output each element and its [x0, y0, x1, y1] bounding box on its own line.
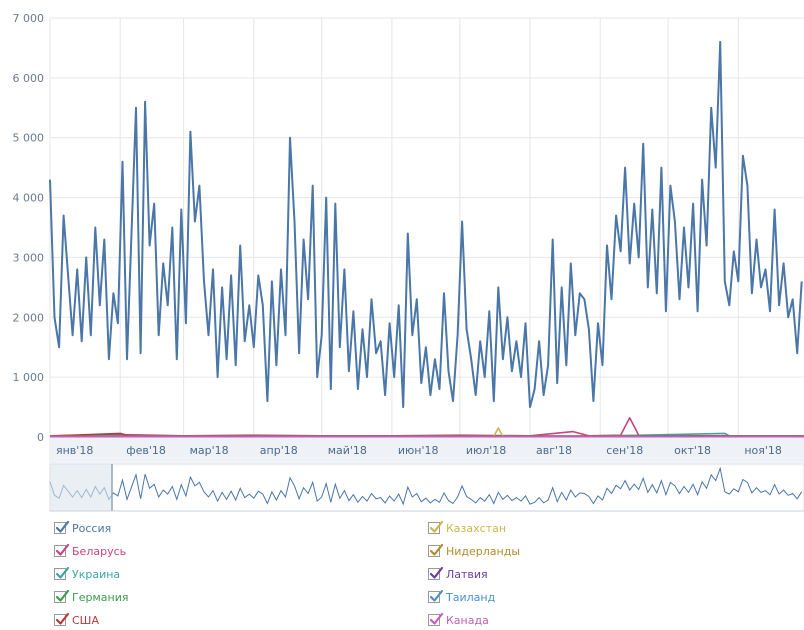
y-tick-label: 2 000 — [13, 311, 45, 324]
legend-item-Россия[interactable]: Россия — [54, 518, 111, 538]
x-tick-label: мар'18 — [190, 444, 229, 457]
checkbox-checked-icon[interactable] — [428, 566, 444, 580]
x-tick-label: ноя'18 — [744, 444, 782, 457]
x-tick-label: окт'18 — [674, 444, 711, 457]
legend-item-Казахстан[interactable]: Казахстан — [428, 518, 506, 538]
checkbox-checked-icon[interactable] — [428, 520, 444, 534]
legend-label: Латвия — [446, 567, 488, 581]
y-tick-label: 5 000 — [13, 132, 45, 145]
checkbox-checked-icon[interactable] — [54, 589, 70, 603]
legend-label: Нидерланды — [446, 544, 521, 558]
x-tick-label: май'18 — [328, 444, 367, 457]
legend-label: Таиланд — [446, 590, 496, 604]
y-tick-label: 1 000 — [13, 371, 45, 384]
checkbox-checked-icon[interactable] — [54, 543, 70, 557]
legend-label: Россия — [72, 521, 112, 535]
legend-item-Канада[interactable]: Канада — [428, 610, 489, 630]
navigator-series-line — [49, 466, 803, 506]
legend-label: Канада — [446, 613, 489, 627]
checkbox-checked-icon[interactable] — [428, 589, 444, 603]
legend-item-Беларусь[interactable]: Беларусь — [54, 541, 126, 561]
navigator-unselected-area — [50, 464, 112, 511]
x-tick-label: сен'18 — [606, 444, 643, 457]
y-tick-label: 0 — [37, 431, 44, 444]
y-tick-label: 4 000 — [13, 192, 45, 205]
y-tick-label: 3 000 — [13, 251, 45, 264]
legend-item-США[interactable]: США — [54, 610, 99, 630]
checkbox-checked-icon[interactable] — [54, 566, 70, 580]
x-axis-band — [50, 437, 804, 463]
x-tick-label: янв'18 — [56, 444, 93, 457]
x-tick-label: фев'18 — [126, 444, 166, 457]
legend-label: Германия — [72, 590, 129, 604]
navigator-background — [49, 463, 804, 512]
series-line-Россия — [49, 40, 803, 409]
legend-label: Украина — [72, 567, 121, 581]
x-tick-label: авг'18 — [536, 444, 572, 457]
chart-svg: 0 1 000 2 000 3 000 4 000 5 000 6 000 7 000 янв… — [13, 12, 804, 512]
checkbox-checked-icon[interactable] — [54, 612, 70, 626]
legend-label: США — [72, 613, 99, 627]
legend-item-Таиланд[interactable]: Таиланд — [428, 587, 495, 607]
x-tick-label: июл'18 — [466, 444, 506, 457]
x-tick-label: июн'18 — [398, 444, 439, 457]
legend-item-Латвия[interactable]: Латвия — [428, 564, 488, 584]
y-tick-label: 7 000 — [13, 12, 45, 25]
legend-item-Германия[interactable]: Германия — [54, 587, 128, 607]
legend: Россия Беларусь Украина Германия США Казахста… — [0, 518, 804, 628]
line-chart: 0 1 000 2 000 3 000 4 000 5 000 6 000 7 000 янв… — [13, 12, 804, 512]
y-axis-ticks: 0 1 000 2 000 3 000 4 000 5 000 6 000 7 000 — [13, 12, 45, 444]
legend-item-Нидерланды[interactable]: Нидерланды — [428, 541, 520, 561]
checkbox-checked-icon[interactable] — [428, 612, 444, 626]
legend-label: Казахстан — [446, 521, 507, 535]
range-navigator[interactable] — [49, 463, 804, 512]
x-tick-label: апр'18 — [260, 444, 298, 457]
checkbox-checked-icon[interactable] — [54, 520, 70, 534]
legend-label: Беларусь — [72, 544, 127, 558]
series-lines — [49, 40, 804, 438]
legend-item-Украина[interactable]: Украина — [54, 564, 120, 584]
y-tick-label: 6 000 — [13, 72, 45, 85]
x-axis-ticks: янв'18 фев'18 мар'18 апр'18 май'18 июн'18 июл'… — [56, 444, 782, 457]
series-line-Беларусь — [49, 417, 804, 437]
checkbox-checked-icon[interactable] — [428, 543, 444, 557]
